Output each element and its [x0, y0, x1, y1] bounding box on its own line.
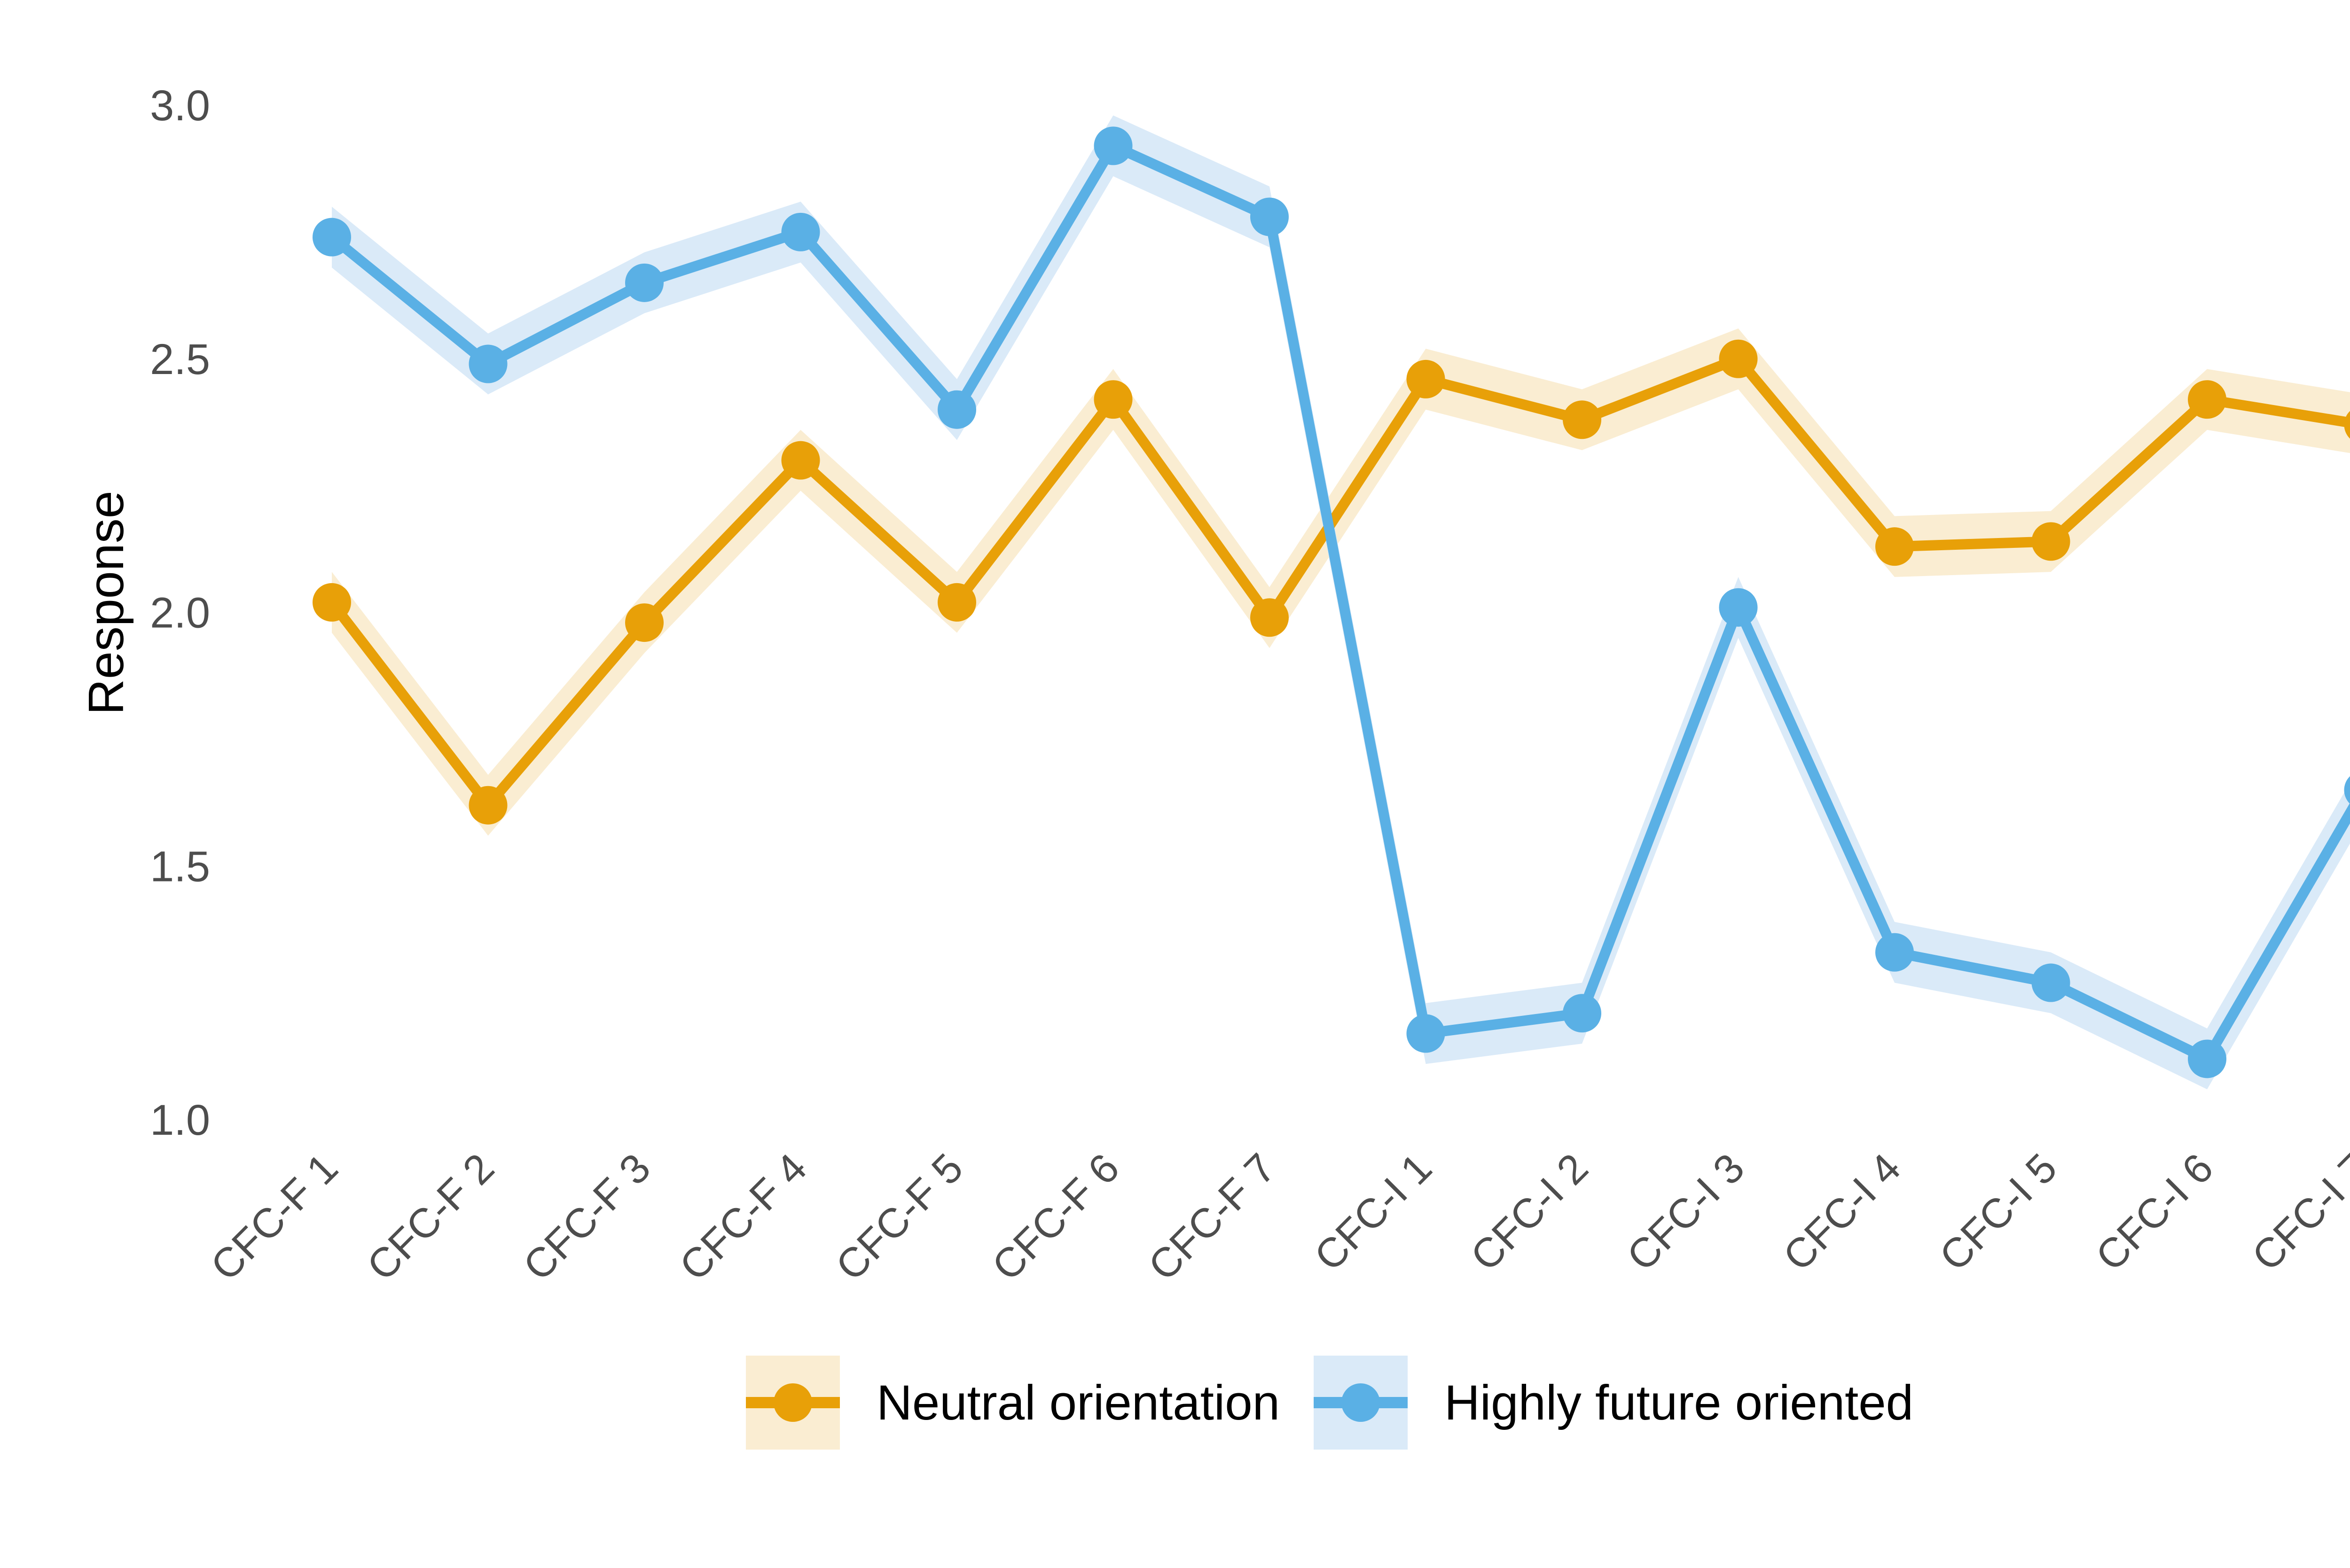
data-point: [1094, 126, 1133, 165]
x-tick-label: CFC-I 5: [1930, 1144, 2066, 1279]
x-tick-label: CFC-F 4: [670, 1144, 815, 1289]
x-tick-label: CFC-F 1: [202, 1144, 347, 1289]
data-point: [1406, 359, 1445, 398]
data-point: [938, 583, 976, 622]
data-point: [313, 583, 351, 622]
x-tick-label: CFC-F 7: [1139, 1144, 1285, 1289]
data-point: [469, 786, 508, 825]
data-point: [1719, 339, 1758, 378]
x-tick-label: CFC-F 2: [358, 1144, 503, 1289]
legend-point-icon: [774, 1383, 812, 1422]
legend-key-swatch: [746, 1356, 840, 1450]
data-point: [2344, 411, 2350, 439]
data-point: [1563, 994, 1601, 1033]
legend-key-swatch: [1314, 1356, 1408, 1450]
x-tick-label: CFC-I 7: [2243, 1144, 2350, 1279]
legend-point-icon: [1341, 1383, 1380, 1422]
data-point: [1875, 933, 1914, 972]
data-point: [313, 218, 351, 257]
legend-label: Neutral orientation: [877, 1375, 1280, 1430]
x-tick-label: CFC-F 3: [514, 1144, 659, 1289]
y-tick-label: 3.0: [150, 82, 210, 130]
x-tick-label: CFC-I 1: [1305, 1144, 1441, 1279]
data-point: [2344, 776, 2350, 804]
x-tick-label: CFC-F 6: [983, 1144, 1128, 1289]
data-point: [1250, 197, 1289, 236]
data-point: [625, 263, 664, 302]
data-point: [2031, 522, 2070, 561]
y-tick-label: 1.5: [150, 843, 210, 890]
data-point: [1719, 588, 1758, 627]
x-axis-tick-labels: CFC-F 1 CFC-F 2 CFC-F 3 CFC-F 4 CFC-F 5 CFC-F…: [202, 1144, 2350, 1289]
y-tick-label: 2.5: [150, 335, 210, 383]
data-point: [781, 212, 820, 251]
data-point: [1406, 1014, 1445, 1053]
y-axis-tick-labels: 3.0 2.5 2.0 1.5 1.0: [150, 82, 210, 1144]
data-point: [2188, 380, 2226, 419]
data-point: [1875, 527, 1914, 566]
x-tick-label: CFC-F 5: [827, 1144, 972, 1289]
data-point: [469, 344, 508, 383]
legend: Neutral orientation Highly future orient…: [746, 1356, 1913, 1450]
data-point: [781, 441, 820, 480]
data-point: [938, 390, 976, 429]
legend-item-highly-future-oriented: Highly future oriented: [1314, 1356, 1913, 1450]
series-line-0: [328, 353, 2350, 811]
x-tick-label: CFC-I 6: [2087, 1144, 2222, 1279]
x-tick-label: CFC-I 2: [1462, 1144, 1597, 1279]
x-tick-label: CFC-I 3: [1618, 1144, 1753, 1279]
legend-item-neutral-orientation: Neutral orientation: [746, 1356, 1280, 1450]
data-point: [625, 603, 664, 642]
data-point-markers: [313, 126, 2350, 1078]
series-line-1: [329, 140, 2350, 1064]
data-point: [1563, 400, 1601, 439]
series-lines: [328, 140, 2350, 1064]
y-tick-label: 1.0: [150, 1096, 210, 1144]
data-point: [1094, 380, 1133, 419]
y-axis-title: Response: [78, 491, 134, 715]
x-tick-label: CFC-I 4: [1774, 1144, 1910, 1279]
data-point: [2031, 963, 2070, 1002]
data-point: [1250, 598, 1289, 637]
data-point: [2188, 1039, 2226, 1078]
legend-label: Highly future oriented: [1444, 1375, 1914, 1430]
y-tick-label: 2.0: [150, 589, 210, 637]
